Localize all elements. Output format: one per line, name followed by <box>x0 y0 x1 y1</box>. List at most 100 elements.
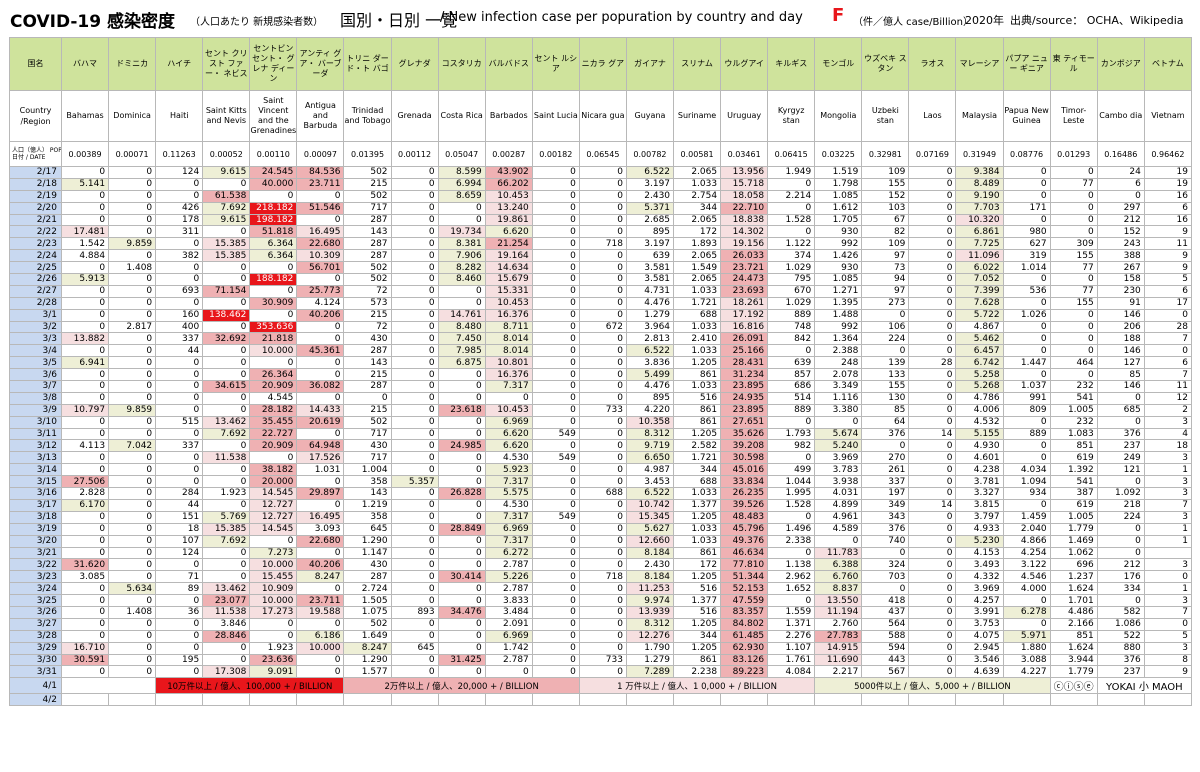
value-cell: 39.526 <box>720 498 769 512</box>
value-cell: 0 <box>578 617 627 631</box>
value-cell: 1.652 <box>767 582 816 596</box>
date-cell: 3/6 <box>9 368 62 382</box>
value-cell: 23.618 <box>437 403 486 417</box>
value-cell: 2.238 <box>673 665 722 679</box>
value-cell: 2.430 <box>625 558 675 572</box>
value-cell: 319 <box>1002 249 1051 263</box>
value-cell: 0 <box>108 653 157 667</box>
table-row: 3/9 10.797 9.859 0 0 28.182 14.433 215 0 23.618 10… <box>9 403 1193 417</box>
date-cell: 3/8 <box>9 391 62 405</box>
value-cell: 5.722 <box>955 308 1004 322</box>
country-pop-1: 0.00071 <box>108 141 157 167</box>
value-cell: 1.949 <box>767 166 816 179</box>
value-cell: 0 <box>578 498 627 512</box>
date-label: 日付 / DATE <box>12 154 46 161</box>
date-cell: 2/28 <box>9 296 62 310</box>
value-cell: 84.536 <box>296 166 345 179</box>
table-row: 3/18 0 0 151 5.769 12.727 16.495 358 0 0 7.317 549 0… <box>9 510 1193 524</box>
table-row: 2/26 5.913 0 0 0 188.182 0 502 0 8.460 15.679 0 0 3.5… <box>9 273 1193 286</box>
value-cell: 71.154 <box>202 284 251 298</box>
value-cell: 23.711 <box>296 594 345 607</box>
country-pop-8: 0.05047 <box>437 141 486 167</box>
value-cell: 2.276 <box>767 629 816 643</box>
value-cell: 3.781 <box>955 475 1004 489</box>
value-cell: 718 <box>578 237 627 251</box>
country-jp-5: アンティ グア・ バーブーダ <box>296 37 345 91</box>
date-cell: 2/21 <box>9 213 62 227</box>
value-cell: 3.846 <box>202 617 251 631</box>
value-cell: 0 <box>390 249 439 263</box>
value-cell: 0 <box>155 237 204 251</box>
value-cell: 5.240 <box>814 439 863 453</box>
value-cell: 1.549 <box>673 261 722 275</box>
value-cell: 2.760 <box>814 617 863 631</box>
value-cell: 0 <box>1002 332 1051 346</box>
value-cell: 6.969 <box>484 522 533 536</box>
value-cell: 0 <box>108 284 157 298</box>
value-cell: 7.399 <box>955 284 1004 298</box>
value-cell: 178 <box>155 213 204 227</box>
value-cell: 0 <box>60 380 110 393</box>
value-cell: 18 <box>1143 439 1193 453</box>
value-cell: 1.062 <box>1049 546 1098 560</box>
value-cell: 343 <box>861 510 910 524</box>
value-cell: 0 <box>108 166 157 179</box>
value-cell: 3.833 <box>484 594 533 607</box>
value-cell: 0 <box>108 177 157 191</box>
value-cell: 0 <box>108 415 157 429</box>
value-cell: 426 <box>155 201 204 215</box>
value-cell: 0 <box>390 344 439 358</box>
country-pop-14: 0.03461 <box>720 141 769 167</box>
value-cell: 0 <box>155 380 204 393</box>
value-cell: 14.545 <box>249 522 298 536</box>
value-cell: 0 <box>861 439 910 453</box>
value-cell: 14.915 <box>814 641 863 655</box>
value-cell: 7.628 <box>955 296 1004 310</box>
value-cell: 1.205 <box>673 510 722 524</box>
value-cell: 143 <box>343 487 392 500</box>
value-cell: 0 <box>908 475 957 489</box>
value-cell: 0 <box>60 391 110 405</box>
value-cell: 311 <box>155 225 204 239</box>
value-cell: 0 <box>108 273 157 286</box>
value-cell: 38.182 <box>249 463 298 477</box>
value-cell: 4.867 <box>955 320 1004 334</box>
value-cell: 7 <box>1143 368 1193 382</box>
country-jp-16: モンゴル <box>814 37 863 91</box>
value-cell: 0 <box>767 546 816 560</box>
value-cell: 6.278 <box>1002 605 1051 619</box>
value-cell: 0 <box>767 344 816 358</box>
value-cell: 0 <box>155 189 204 203</box>
value-cell: 0 <box>908 605 957 619</box>
value-cell: 516 <box>673 582 722 596</box>
value-cell: 7.703 <box>955 201 1004 215</box>
value-cell: 8.381 <box>437 237 486 251</box>
value-cell: 1.033 <box>673 320 722 334</box>
value-cell: 14.634 <box>484 261 533 275</box>
table-row: 3/21 0 0 124 0 7.273 0 1.147 0 0 6.272 0 0 8.184 861 46… <box>9 546 1193 560</box>
value-cell: 430 <box>343 439 392 453</box>
title-source: 出典/source： OCHA、Wikipedia <box>1010 14 1184 27</box>
value-cell: 11.096 <box>955 249 1004 263</box>
value-cell: 3.969 <box>955 582 1004 596</box>
table-row: 3/5 6.941 0 0 0 0 0 143 0 6.875 10.801 0 0 3.836 1.205… <box>9 356 1193 370</box>
value-cell: 1.033 <box>673 344 722 358</box>
value-cell: 0 <box>249 356 298 370</box>
country-en-23: Vietnam <box>1143 90 1193 142</box>
value-cell: 0 <box>1049 368 1098 382</box>
value-cell: 3.484 <box>484 605 533 619</box>
value-cell: 1.577 <box>343 665 392 679</box>
value-cell: 11.194 <box>814 605 863 619</box>
value-cell: 3.836 <box>625 356 675 370</box>
country-pop-20: 0.08776 <box>1002 141 1051 167</box>
value-cell: 0 <box>578 463 627 477</box>
value-cell: 502 <box>343 617 392 631</box>
value-cell: 10.801 <box>484 356 533 370</box>
date-cell: 3/9 <box>9 403 62 417</box>
value-cell: 7 <box>1143 605 1193 619</box>
value-cell: 6.742 <box>955 356 1004 370</box>
value-cell: 0 <box>60 427 110 441</box>
value-cell: 8.711 <box>484 320 533 334</box>
value-cell: 9 <box>1143 665 1193 679</box>
value-cell: 20.909 <box>249 439 298 453</box>
